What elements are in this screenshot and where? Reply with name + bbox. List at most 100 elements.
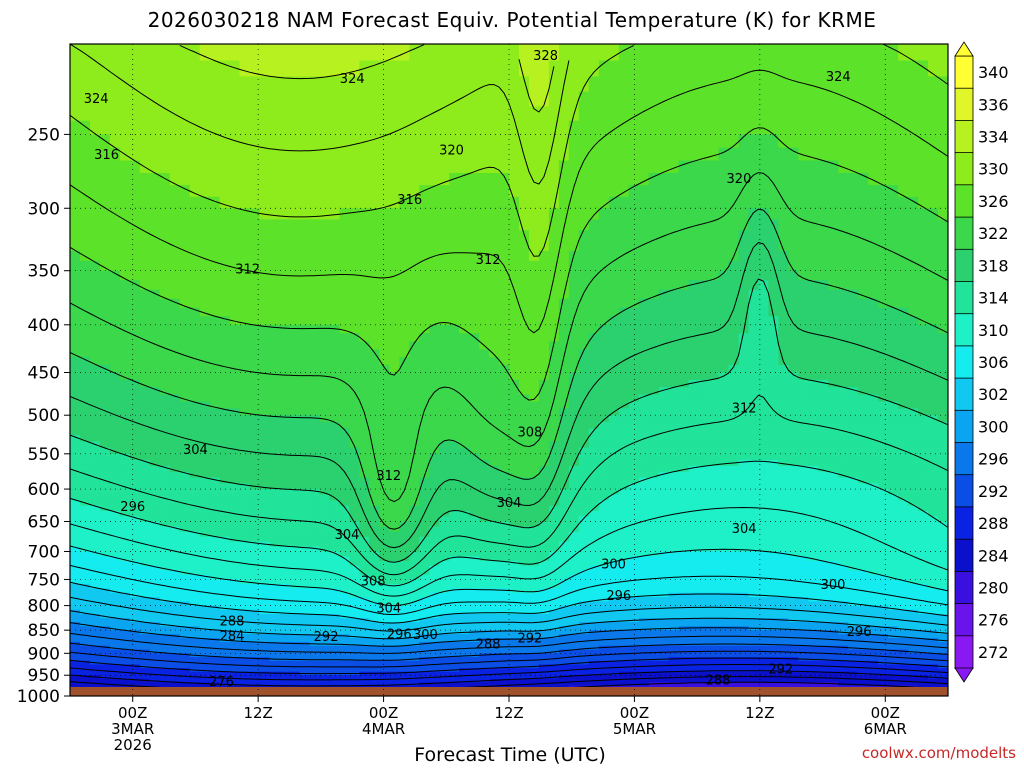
colorbar-swatch	[954, 474, 974, 508]
contour-labels: 328 324 324 324 320 320 316 316 312 312 312 312 308 3…	[84, 49, 872, 690]
y-tick-label: 650	[28, 512, 60, 532]
grid-lines	[70, 44, 948, 696]
colorbar-bottom-arrow	[954, 667, 974, 683]
colorbar-label: 288	[978, 514, 1009, 533]
contour-label: 312	[476, 253, 501, 268]
contour-294	[70, 650, 948, 668]
colorbar-label: 276	[978, 611, 1009, 630]
ground-below-surface	[70, 687, 948, 696]
colorbar-swatch	[954, 409, 974, 444]
colorbar-label: 340	[978, 63, 1009, 82]
colorbar-swatch	[954, 281, 974, 315]
y-tick-label: 1000	[17, 687, 60, 707]
y-tick-label: 800	[28, 597, 60, 617]
colorbar-swatch	[954, 55, 974, 90]
contour-label: 312	[376, 469, 401, 484]
x-tick-label: 12Z	[243, 704, 272, 722]
x-tick-label: 00Z	[871, 704, 900, 722]
contour-310	[70, 545, 948, 607]
contour-label: 304	[376, 602, 401, 617]
watermark: coolwx.com/modelts	[861, 744, 1016, 762]
x-tick-label: 00Z	[118, 704, 147, 722]
colorbar-swatch	[954, 313, 974, 347]
contour-label: 316	[94, 148, 119, 163]
contour-312	[70, 506, 948, 597]
colorbar-label: 272	[978, 643, 1009, 662]
y-tick-label: 700	[28, 543, 60, 563]
contour-308	[70, 564, 948, 615]
contour-label: 296	[120, 500, 145, 515]
colorbar-swatch	[954, 120, 974, 154]
contour-298	[70, 632, 948, 654]
colorbar: 340 336 334 330 326 322 318 314 310 306 302 300 296 2…	[954, 41, 1009, 683]
x-tick-label: 12Z	[494, 704, 523, 722]
contour-302	[70, 610, 948, 640]
y-tick-label: 400	[28, 316, 60, 336]
colorbar-swatch	[954, 87, 974, 122]
contour-label: 328	[533, 49, 558, 64]
colorbar-label: 322	[978, 224, 1009, 243]
colorbar-swatch	[954, 152, 974, 186]
colorbar-swatch	[954, 345, 974, 379]
contour-label: 292	[768, 663, 793, 678]
colorbar-swatch	[954, 506, 974, 540]
contour-label: 320	[439, 143, 464, 158]
contour-320	[70, 242, 948, 549]
colorbar-label: 314	[978, 289, 1009, 308]
y-tick-label: 950	[28, 666, 60, 686]
x-tick-label: 00Z	[369, 704, 398, 722]
x-tick-label: 5MAR	[613, 720, 656, 738]
contour-label: 304	[497, 496, 522, 511]
y-tick-label: 600	[28, 480, 60, 500]
colorbar-swatch	[954, 184, 974, 218]
colorbar-swatch	[954, 571, 974, 605]
y-tick-label: 500	[28, 406, 60, 426]
contour-304	[70, 596, 948, 632]
colorbar-label: 280	[978, 579, 1009, 598]
y-tick-label: 850	[28, 621, 60, 641]
contour-label: 288	[476, 638, 501, 653]
contour-330	[70, 44, 948, 257]
contour-label: 316	[397, 193, 422, 208]
ground-fill	[70, 687, 948, 696]
contour-label: 324	[84, 92, 109, 107]
contour-label: 324	[340, 72, 365, 87]
contour-334	[179, 44, 555, 113]
y-tick-label: 750	[28, 570, 60, 590]
contour-label: 276	[209, 675, 234, 690]
theta-e-color-field	[70, 44, 948, 696]
x-tick-label: 2026	[114, 736, 152, 754]
x-tick-label: 12Z	[745, 704, 774, 722]
colorbar-label: 302	[978, 385, 1009, 404]
contour-306	[70, 581, 948, 624]
colorbar-label: 300	[978, 417, 1009, 436]
x-tick-label: 00Z	[620, 704, 649, 722]
y-tick-label: 550	[28, 445, 60, 465]
contour-label: 304	[335, 528, 360, 543]
contour-label: 296	[606, 589, 631, 604]
contour-label: 300	[601, 558, 626, 573]
colorbar-swatch	[954, 377, 974, 412]
colorbar-swatch	[954, 538, 974, 573]
contour-label: 312	[732, 402, 757, 417]
y-tick-label: 250	[28, 125, 60, 145]
x-axis-title: Forecast Time (UTC)	[414, 744, 606, 766]
colorbar-swatch	[954, 248, 974, 283]
y-axis-ticks: 250 300 350 400 450 500 550 600 650 700 750 800 850 9…	[17, 125, 70, 707]
colorbar-swatch	[954, 442, 974, 476]
contour-label: 292	[314, 630, 339, 645]
contour-label: 288	[706, 674, 731, 689]
contour-label: 308	[361, 575, 386, 590]
contour-label: 300	[413, 628, 438, 643]
contour-332	[70, 44, 570, 185]
colorbar-label: 292	[978, 482, 1009, 501]
contour-label: 284	[220, 629, 245, 644]
contour-324	[70, 172, 948, 503]
colorbar-label: 284	[978, 546, 1009, 565]
contour-290	[70, 664, 948, 681]
contour-label: 308	[517, 426, 542, 441]
colorbar-label: 306	[978, 353, 1009, 372]
colorbar-swatch	[954, 603, 974, 637]
contour-label: 300	[821, 578, 846, 593]
